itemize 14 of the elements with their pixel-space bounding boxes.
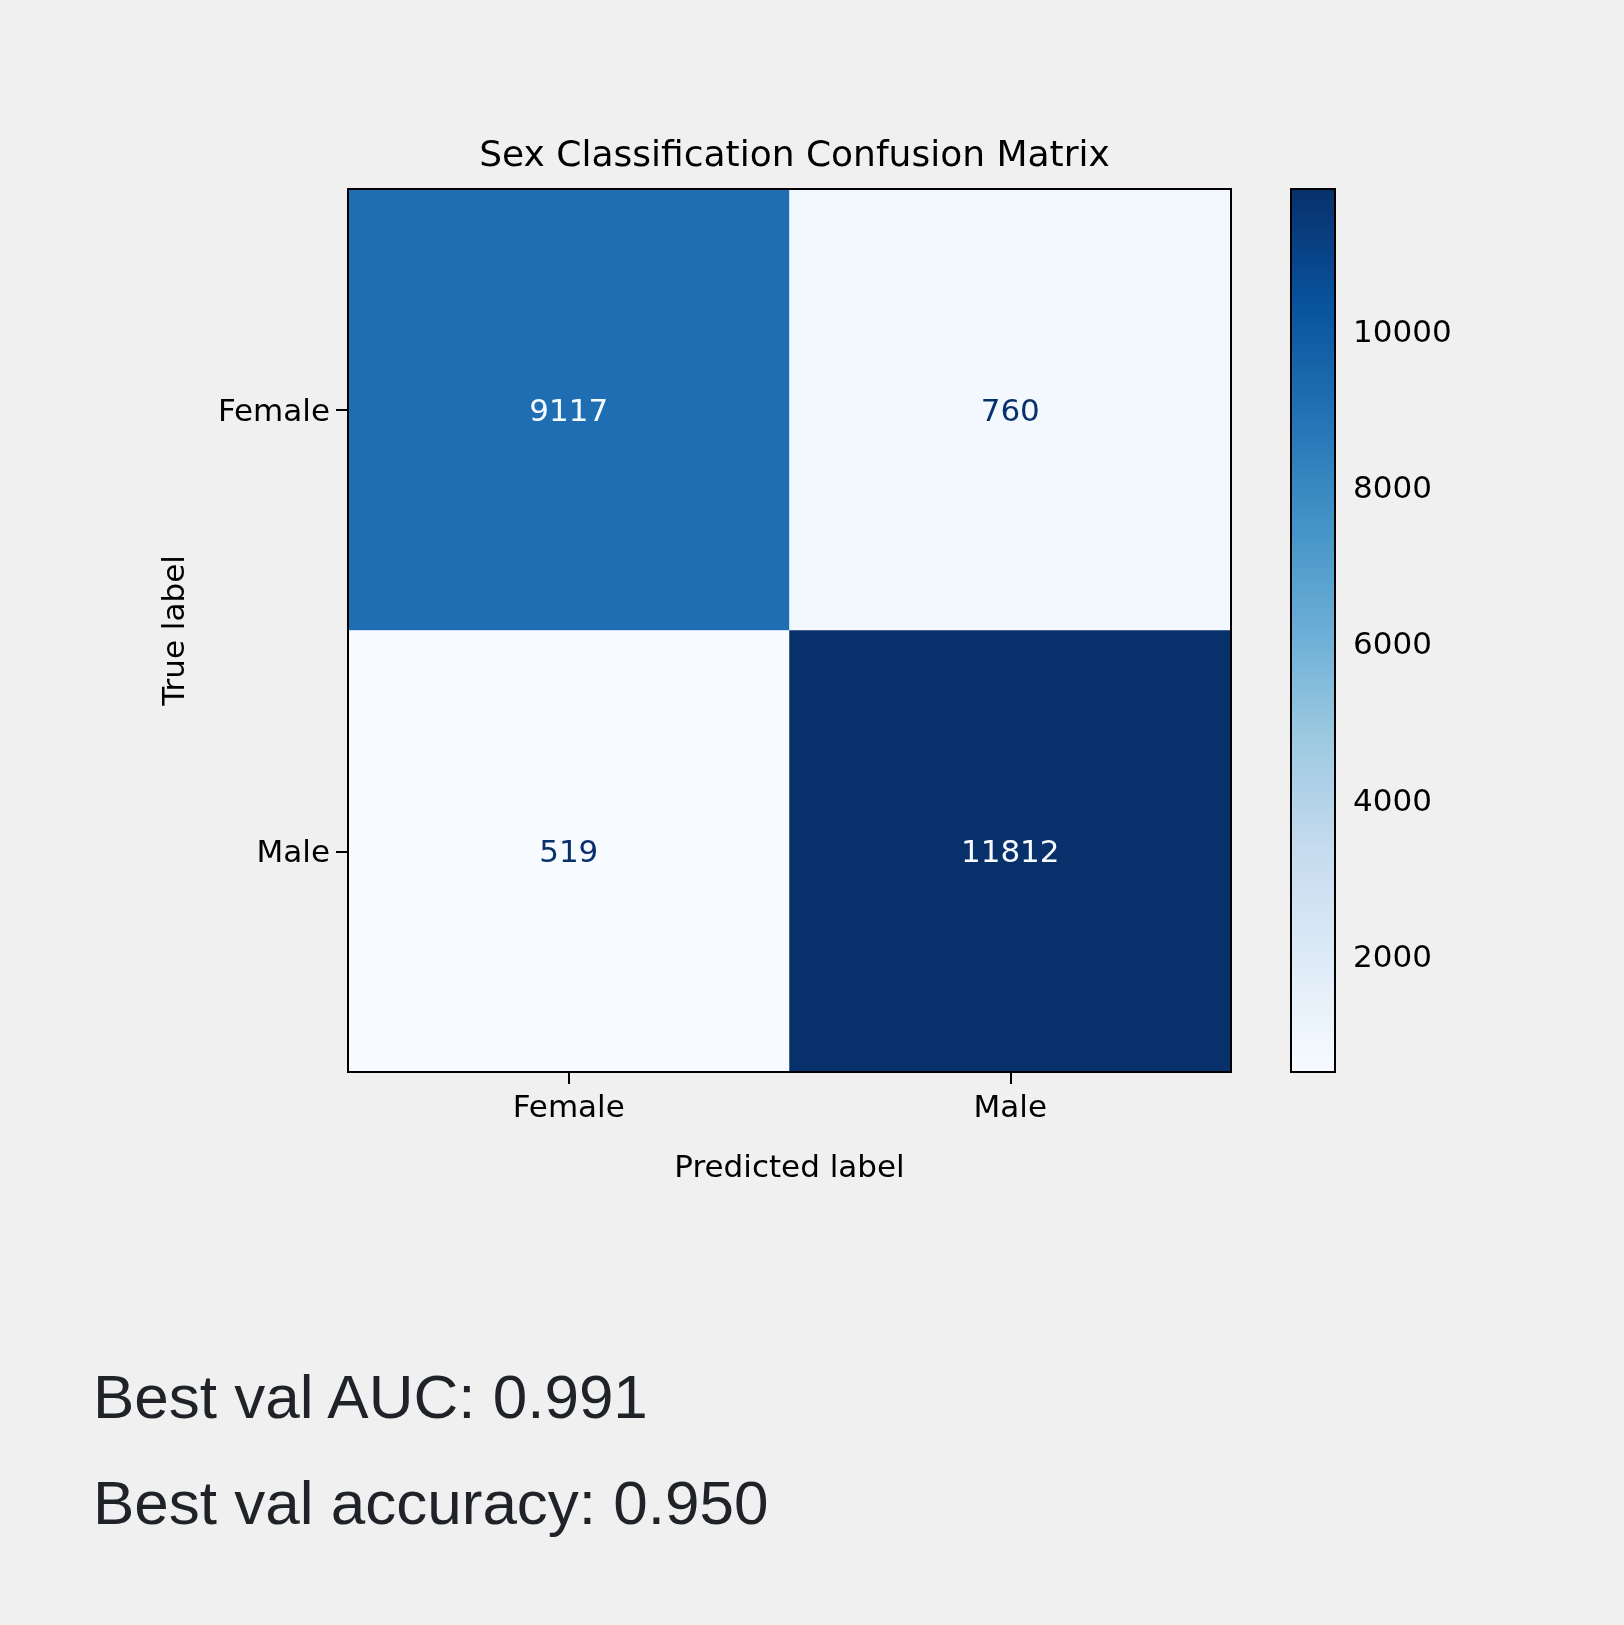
color-bar-label: 10000: [1353, 312, 1452, 349]
color-bar-label: 4000: [1353, 781, 1432, 818]
chart-title: Sex Classification Confusion Matrix: [479, 132, 1110, 174]
text: Best val AUC: 0.991: [93, 1361, 648, 1431]
y-axis-title: True label: [154, 555, 191, 707]
data-label: 9117: [529, 391, 609, 428]
color-bar-label: 2000: [1353, 938, 1432, 975]
data-label: 760: [980, 391, 1040, 428]
color-bar-label: 6000: [1353, 625, 1432, 662]
color-bar-label: 8000: [1353, 469, 1432, 506]
data-label: 519: [539, 833, 599, 870]
data-label: 11812: [960, 833, 1060, 870]
x-axis-title: Predicted label: [674, 1147, 905, 1184]
text: Best val accuracy: 0.950: [93, 1467, 769, 1537]
